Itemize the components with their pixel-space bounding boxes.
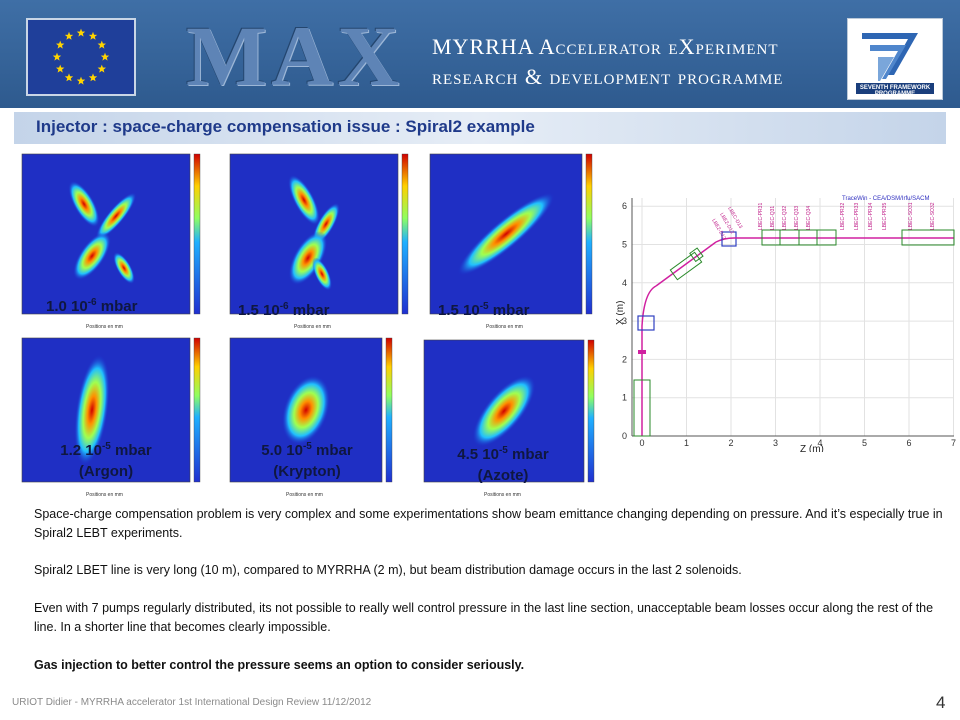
title-bar (14, 112, 946, 144)
paragraph-1: Space-charge compensation problem is ver… (34, 507, 943, 540)
svg-text:LBEC-Q31: LBEC-Q31 (770, 206, 776, 230)
pressure-label-2: 1.5 10-6 mbar (238, 301, 330, 319)
svg-text:LBEC-PR34: LBEC-PR34 (868, 203, 874, 230)
max-logo: MAX (186, 8, 404, 104)
svg-text:7: 7 (951, 438, 956, 448)
svg-text:LBEC-PR32: LBEC-PR32 (840, 203, 846, 230)
svg-text:LBEC-PR33: LBEC-PR33 (854, 203, 860, 230)
fp7-caption: SEVENTH FRAMEWORK PROGRAMME (859, 85, 931, 97)
svg-text:0: 0 (622, 431, 627, 441)
svg-text:LBEC-Q32: LBEC-Q32 (782, 206, 788, 230)
emittance-plot-4: Positions en mm (6, 334, 218, 498)
svg-text:LBEC-PR35: LBEC-PR35 (882, 203, 888, 230)
svg-text:Positions en mm: Positions en mm (486, 324, 523, 330)
pressure-label-1: 1.0 10-6 mbar (46, 297, 138, 315)
svg-text:LBEC-PR31: LBEC-PR31 (758, 203, 764, 230)
svg-text:0: 0 (640, 438, 645, 448)
header-banner (0, 0, 960, 108)
svg-text:5: 5 (862, 438, 867, 448)
tracewin-legend: TraceWin - CEA/DSM/Irfu/SACM (842, 196, 929, 202)
pressure-label-4: 1.2 10-5 mbar (Argon) (60, 441, 152, 480)
paragraph-3: Even with 7 pumps regularly distributed,… (34, 601, 934, 634)
emittance-plot-1: Positions en mm (6, 150, 218, 330)
footer-text: URIOT Didier - MYRRHA accelerator 1st In… (12, 697, 372, 708)
svg-text:Positions en mm: Positions en mm (294, 324, 331, 330)
svg-text:5: 5 (622, 240, 627, 250)
beamline-xlabel: Z (m) (800, 444, 824, 452)
svg-text:1: 1 (622, 393, 627, 403)
gas-label-6: (Azote) (477, 467, 529, 484)
svg-text:6: 6 (907, 438, 912, 448)
svg-text:4: 4 (818, 438, 823, 448)
svg-text:Positions en mm: Positions en mm (86, 324, 123, 330)
programme-title-line1: MYRRHA Accelerator eXperiment (432, 34, 779, 59)
page-number: 4 (936, 693, 946, 712)
svg-text:Positions en mm: Positions en mm (484, 492, 521, 498)
eu-flag-icon (26, 18, 136, 96)
emittance-plot-2: Positions en mm (214, 150, 426, 330)
svg-text:1: 1 (684, 438, 689, 448)
svg-text:Positions en mm: Positions en mm (86, 492, 123, 498)
emittance-plot-5: Positions en mm (214, 334, 410, 498)
gas-label-4: (Argon) (78, 463, 134, 480)
pressure-label-3: 1.5 10-5 mbar (438, 301, 530, 319)
svg-text:3: 3 (622, 316, 627, 326)
fp7-logo-icon: SEVENTH FRAMEWORK PROGRAMME (847, 18, 943, 100)
svg-text:LBEC-Q34: LBEC-Q34 (806, 206, 812, 230)
paragraph-2: Spiral2 LBET line is very long (10 m), c… (34, 563, 742, 577)
gas-label-5: (Krypton) (273, 463, 341, 480)
emittance-plot-6: Positions en mm (408, 336, 612, 498)
emittance-plot-3: Positions en mm (414, 150, 610, 330)
svg-text:LBEC-SO32: LBEC-SO32 (930, 202, 936, 230)
beamline-ylabel: X (m) (616, 301, 626, 325)
programme-title-line2: research & development programme (432, 64, 784, 89)
svg-text:LBEC-SO31: LBEC-SO31 (908, 202, 914, 230)
pressure-label-5: 5.0 10-5 mbar (Krypton) (261, 441, 353, 480)
svg-text:Positions en mm: Positions en mm (286, 492, 323, 498)
svg-text:LBEC-Q33: LBEC-Q33 (794, 206, 800, 230)
svg-text:3: 3 (773, 438, 778, 448)
beamline-layout-diagram: 0 1 2 3 4 5 6 7 0 1 2 3 4 5 6 TraceWin - CEA/DSM/Irfu/… (615, 190, 956, 455)
paragraph-4: Gas injection to better control the pres… (34, 658, 525, 672)
svg-text:6: 6 (622, 201, 627, 211)
pressure-label-6: 4.5 10-5 mbar (Azote) (457, 445, 549, 484)
slide-title: Injector : space-charge compensation iss… (36, 117, 535, 136)
svg-text:4: 4 (622, 278, 627, 288)
svg-text:2: 2 (729, 438, 734, 448)
svg-text:2: 2 (622, 354, 627, 364)
